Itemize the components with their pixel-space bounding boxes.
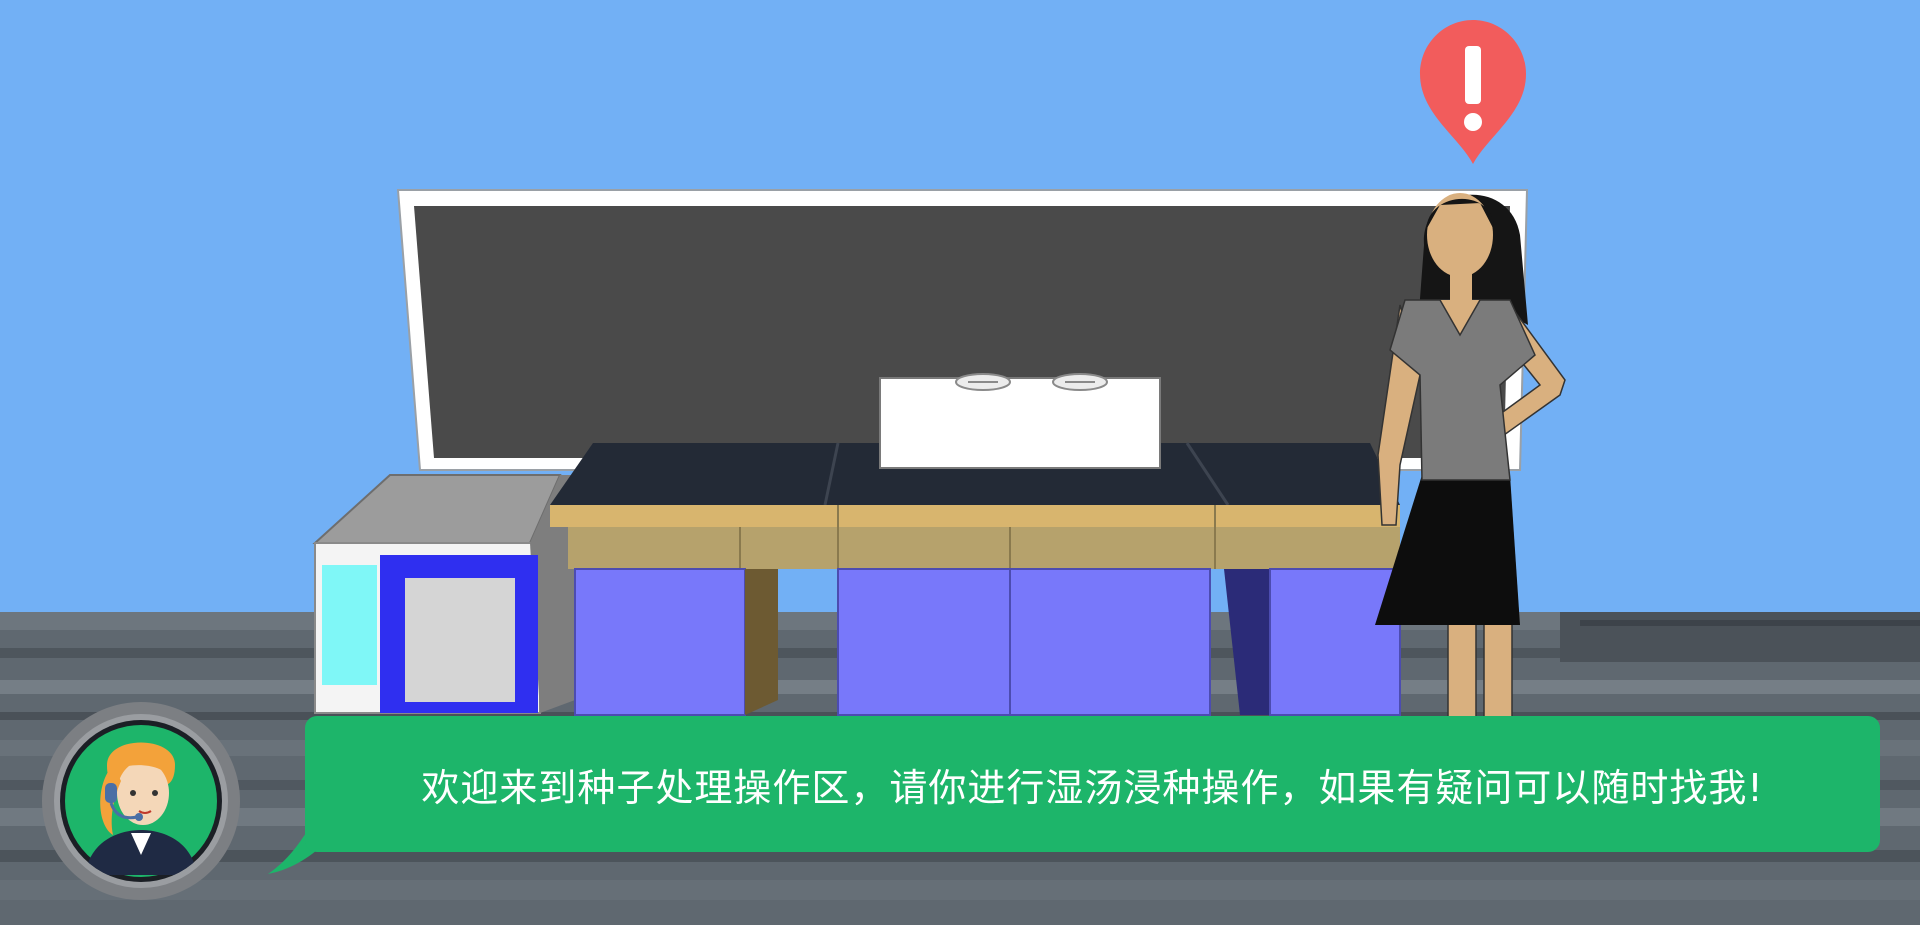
dialog-message: 欢迎来到种子处理操作区，请你进行湿汤浸种操作，如果有疑问可以随时找我!: [421, 765, 1764, 810]
dialog-bubble[interactable]: 欢迎来到种子处理操作区，请你进行湿汤浸种操作，如果有疑问可以随时找我!: [305, 716, 1880, 852]
headset-operator-avatar-icon: [65, 725, 217, 877]
instrument-cabinet: [312, 474, 575, 714]
avatar-frame: [60, 720, 222, 882]
water-bath-device: [879, 373, 1161, 469]
blackboard: [396, 189, 1529, 471]
workbench: [550, 442, 1401, 716]
npc-teacher[interactable]: [1360, 175, 1600, 735]
exclamation-marker-icon[interactable]: [1418, 18, 1528, 168]
guide-avatar[interactable]: [42, 702, 240, 900]
